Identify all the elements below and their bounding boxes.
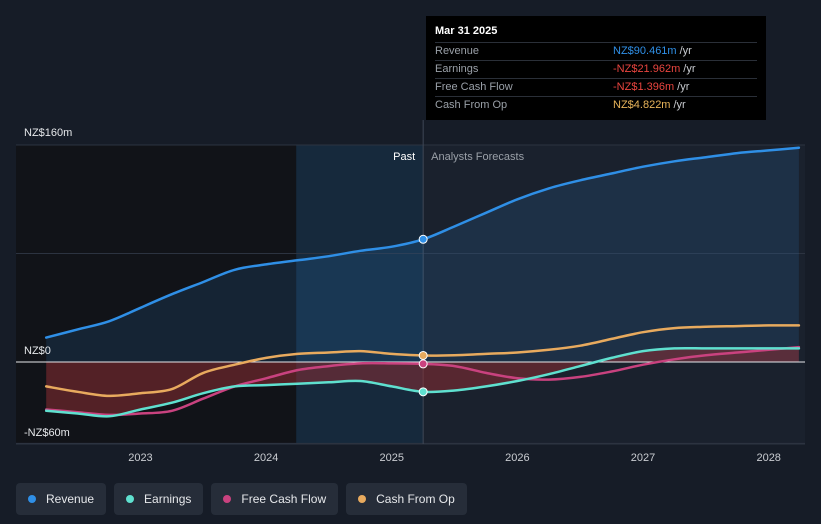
x-tick-label: 2023 xyxy=(128,452,152,464)
y-tick-label: NZ$160m xyxy=(24,127,72,139)
y-tick-label: -NZ$60m xyxy=(24,427,70,439)
tooltip-label: Cash From Op xyxy=(435,99,508,111)
legend-dot-icon xyxy=(223,495,232,503)
tooltip-value: NZ$90.461m xyxy=(613,45,677,57)
tooltip-unit: /yr xyxy=(677,81,690,93)
tooltip-unit: /yr xyxy=(679,45,692,57)
marker-earnings xyxy=(418,387,428,397)
tooltip: Mar 31 2025 Revenue NZ$90.461m /yr Earni… xyxy=(426,16,766,120)
legend-dot-icon xyxy=(28,495,36,503)
revenue-area xyxy=(46,147,799,362)
past-label: Past xyxy=(393,151,415,163)
legend-item-earnings[interactable]: Earnings xyxy=(114,483,204,515)
tooltip-unit: /yr xyxy=(673,99,686,111)
y-tick-label: NZ$0 xyxy=(24,345,51,357)
legend-item-revenue[interactable]: Revenue xyxy=(16,483,107,515)
legend-label: Cash From Op xyxy=(376,492,455,506)
tooltip-row-free-cash-flow: Free Cash Flow -NZ$1.396m /yr xyxy=(435,78,757,96)
legend-label: Free Cash Flow xyxy=(241,492,327,506)
tooltip-date: Mar 31 2025 xyxy=(435,25,498,37)
tooltip-row-cash-from-op: Cash From Op NZ$4.822m /yr xyxy=(435,96,757,114)
legend-label: Earnings xyxy=(144,492,192,506)
tooltip-label: Revenue xyxy=(435,45,480,57)
marker-free-cash-flow xyxy=(418,359,428,369)
marker-revenue xyxy=(418,234,428,244)
highlight-region xyxy=(296,145,424,444)
legend-item-cash-from-op[interactable]: Cash From Op xyxy=(346,483,467,515)
legend-dot-icon xyxy=(126,495,135,503)
legend-label: Revenue xyxy=(46,492,95,506)
forecast-label: Analysts Forecasts xyxy=(431,151,524,163)
x-tick-label: 2025 xyxy=(380,452,404,464)
tooltip-row-earnings: Earnings -NZ$21.962m /yr xyxy=(435,60,757,78)
tooltip-value: -NZ$1.396m xyxy=(613,81,675,93)
tooltip-row-revenue: Revenue NZ$90.461m /yr xyxy=(435,42,757,60)
x-tick-label: 2028 xyxy=(756,452,780,464)
forecast-region xyxy=(423,145,805,444)
tooltip-label: Free Cash Flow xyxy=(435,81,513,93)
tooltip-unit: /yr xyxy=(683,63,696,75)
tooltip-value: -NZ$21.962m xyxy=(613,63,681,75)
legend: Revenue Earnings Free Cash Flow Cash Fro… xyxy=(16,483,467,515)
tooltip-value: NZ$4.822m xyxy=(613,99,671,111)
legend-dot-icon xyxy=(358,495,367,503)
tooltip-label: Earnings xyxy=(435,63,479,75)
legend-item-free-cash-flow[interactable]: Free Cash Flow xyxy=(211,483,339,515)
x-tick-label: 2026 xyxy=(505,452,529,464)
x-tick-label: 2024 xyxy=(254,452,278,464)
x-tick-label: 2027 xyxy=(631,452,655,464)
marker-cash-from-op xyxy=(418,350,428,360)
